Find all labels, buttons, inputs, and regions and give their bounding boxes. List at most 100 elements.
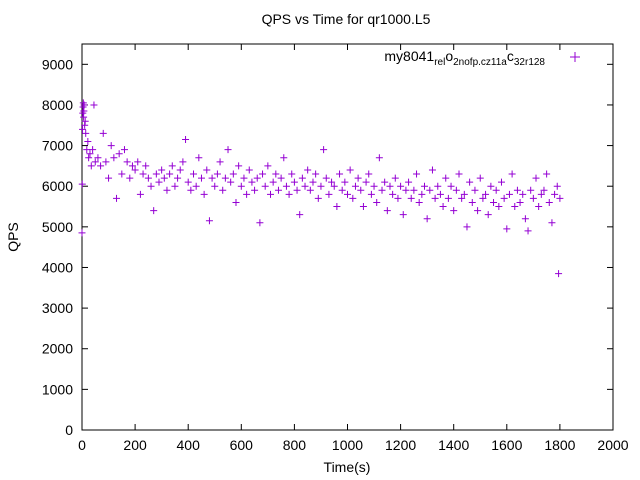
data-point — [195, 154, 203, 162]
data-point — [410, 186, 418, 194]
data-point — [144, 174, 152, 182]
data-point — [87, 162, 95, 170]
data-point — [274, 186, 282, 194]
data-point — [182, 135, 190, 143]
data-point — [216, 158, 224, 166]
data-point — [243, 190, 251, 198]
data-point — [296, 211, 304, 219]
chart-title: QPS vs Time for qr1000.L5 — [262, 11, 431, 27]
x-tick-label: 1200 — [385, 437, 416, 453]
data-point — [179, 158, 187, 166]
data-point — [386, 182, 394, 190]
data-point — [82, 129, 90, 137]
data-point — [492, 186, 500, 194]
data-point — [229, 170, 237, 178]
data-point — [513, 186, 521, 194]
data-point — [285, 190, 293, 198]
data-point — [389, 190, 397, 198]
data-point — [171, 182, 179, 190]
data-point — [545, 198, 553, 206]
data-point — [325, 190, 333, 198]
data-point — [463, 223, 471, 231]
legend-marker-icon — [570, 52, 580, 62]
data-point — [245, 166, 253, 174]
data-point — [139, 170, 147, 178]
data-point — [314, 194, 322, 202]
data-point — [89, 146, 97, 154]
data-point — [354, 174, 362, 182]
data-point — [484, 211, 492, 219]
data-point — [282, 182, 290, 190]
data-point — [415, 198, 423, 206]
data-point — [306, 186, 314, 194]
y-tick-label: 6000 — [42, 178, 73, 194]
data-point — [548, 219, 556, 227]
data-point — [468, 198, 476, 206]
data-point — [166, 170, 174, 178]
data-point — [357, 186, 365, 194]
data-point — [402, 186, 410, 194]
data-point — [113, 194, 121, 202]
data-point — [115, 150, 123, 158]
data-point — [495, 203, 503, 211]
x-tick-label: 800 — [283, 437, 307, 453]
y-tick-label: 8000 — [42, 97, 73, 113]
data-point — [174, 174, 182, 182]
data-point — [482, 190, 490, 198]
data-point — [383, 207, 391, 215]
legend: my8041relo2nofp.cz11ac32r128 — [384, 48, 580, 68]
data-point — [322, 174, 330, 182]
data-point — [309, 178, 317, 186]
data-point — [79, 125, 87, 133]
data-point — [152, 170, 160, 178]
data-point — [418, 190, 426, 198]
y-tick-label: 5000 — [42, 219, 73, 235]
data-point — [532, 174, 540, 182]
data-point — [426, 186, 434, 194]
data-point — [184, 178, 192, 186]
data-point — [365, 170, 373, 178]
data-point — [320, 146, 328, 154]
data-point — [203, 166, 211, 174]
data-point — [94, 154, 102, 162]
data-point — [259, 170, 267, 178]
data-point — [235, 162, 243, 170]
data-point — [85, 154, 93, 162]
data-point — [293, 186, 301, 194]
data-point — [155, 178, 163, 186]
data-point — [301, 182, 309, 190]
data-point — [490, 198, 498, 206]
data-point — [91, 158, 99, 166]
data-point — [476, 174, 484, 182]
data-point — [370, 182, 378, 190]
data-point — [405, 178, 413, 186]
y-tick-label: 3000 — [42, 300, 73, 316]
data-point — [373, 198, 381, 206]
data-point — [497, 178, 505, 186]
data-point — [359, 203, 367, 211]
x-tick-label: 400 — [177, 437, 201, 453]
data-point — [105, 174, 113, 182]
data-point — [304, 166, 312, 174]
x-tick-label: 1400 — [438, 437, 469, 453]
data-point — [240, 174, 248, 182]
data-point — [460, 190, 468, 198]
data-point — [452, 186, 460, 194]
data-point — [84, 138, 92, 146]
data-point — [205, 217, 213, 225]
data-point — [466, 178, 474, 186]
data-point — [261, 182, 269, 190]
data-point — [134, 158, 142, 166]
data-point — [190, 170, 198, 178]
data-point — [110, 154, 118, 162]
data-point — [519, 190, 527, 198]
y-axis-label: QPS — [5, 222, 21, 252]
data-point — [107, 142, 115, 150]
data-point — [136, 190, 144, 198]
data-point — [399, 211, 407, 219]
x-tick-label: 200 — [123, 437, 147, 453]
axis-ticks: 0 200 400 600 800 1000 1200 1400 1600 1800 2000 0 10… — [42, 44, 629, 453]
data-point — [553, 182, 561, 190]
data-point — [272, 170, 280, 178]
data-point — [341, 178, 349, 186]
